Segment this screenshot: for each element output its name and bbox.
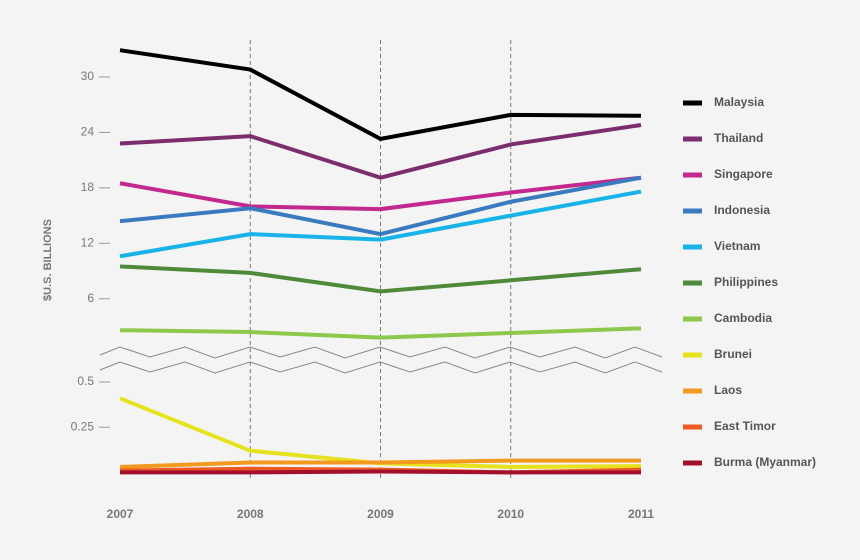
series-line [119,189,642,259]
y-tick-label: 30 [81,69,95,83]
legend-text: Brunei [714,347,752,361]
series-line [119,264,642,294]
legend-text: Singapore [714,167,773,181]
y-tick-label: 0.25 [71,419,95,433]
legend-text: East Timor [714,419,776,433]
x-tick-label: 2009 [367,507,394,521]
series-line [120,469,641,475]
legend-text: Laos [714,383,742,397]
legend-text: Vietnam [714,239,760,253]
x-tick-label: 2010 [497,507,524,521]
legend-text: Burma (Myanmar) [714,455,816,469]
legend-text: Thailand [714,131,763,145]
x-tick-label: 2008 [237,507,264,521]
series-line [119,175,642,237]
series-line [119,458,641,469]
series-line [119,48,642,141]
legend-text: Malaysia [714,95,764,109]
y-tick-label: 18 [81,180,95,194]
y-tick-label: 24 [81,125,95,139]
legend-text: Philippines [714,275,778,289]
y-tick-label: 12 [81,236,95,250]
x-tick-label: 2007 [107,507,134,521]
y-tick-label: 6 [87,291,94,305]
y-axis-label: $U.S. BILLIONS [42,219,54,301]
series-line [119,326,642,340]
series-line [119,123,642,180]
legend-text: Indonesia [714,203,770,217]
legend-text: Cambodia [714,311,772,325]
x-tick-label: 2011 [628,507,654,521]
series-line [119,175,642,212]
y-tick-label: 0.5 [77,374,94,388]
